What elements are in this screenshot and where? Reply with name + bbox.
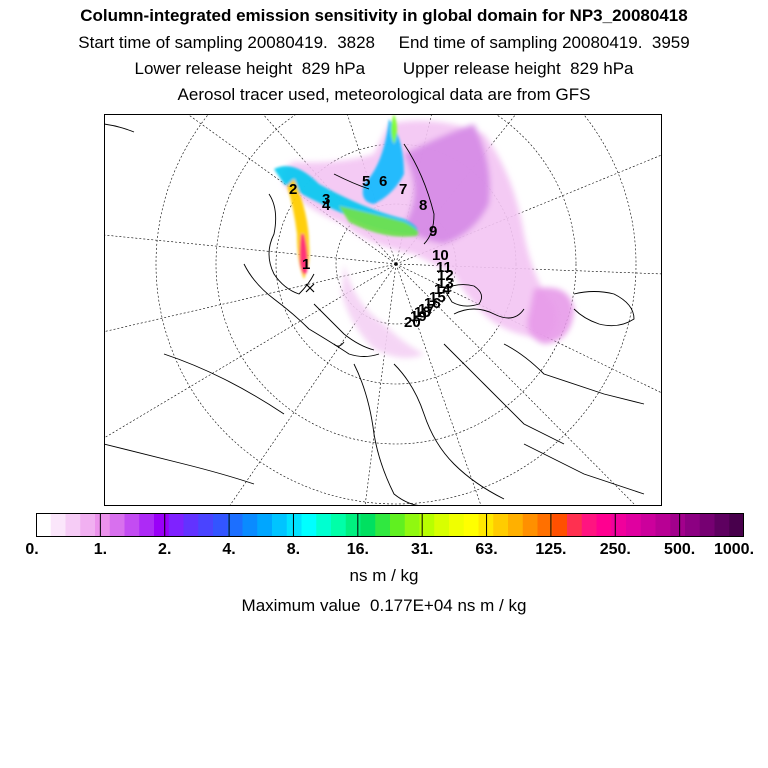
colorbar-cells [36, 513, 744, 537]
day-label: 13 [437, 275, 454, 292]
colorbar-cell [626, 513, 642, 537]
colorbar-cell [227, 513, 243, 537]
day-label: 15 [429, 289, 446, 306]
colorbar-cell [331, 513, 347, 537]
day-label: 8 [419, 197, 427, 214]
colorbar-cell [390, 513, 406, 537]
day-label: 3 [322, 191, 330, 208]
colorbar [36, 513, 744, 537]
day-label: 14 [434, 281, 451, 298]
colorbar-cell [611, 513, 627, 537]
day-label: 18 [414, 304, 431, 321]
colorbar-cell [714, 513, 730, 537]
release-height-line: Lower release height 829 hPa Upper relea… [134, 59, 634, 78]
colorbar-cell [154, 513, 170, 537]
colorbar-tick-label: 1000. [713, 541, 755, 558]
colorbar-cell [419, 513, 435, 537]
polar-map: 1 2 3 4 5 6 7 8 9 10 11 12 13 14 15 16 1… [104, 114, 662, 506]
colorbar-cell [95, 513, 111, 537]
colorbar-tick-label: 1. [93, 541, 108, 558]
day-label: 16 [424, 295, 441, 312]
colorbar-cell [449, 513, 465, 537]
day-labels: 1 2 3 4 5 6 7 8 9 10 11 12 13 14 15 16 1… [289, 173, 454, 331]
day-label: 20 [404, 314, 421, 331]
colorbar-frame [36, 513, 744, 537]
colorbar-cell [242, 513, 258, 537]
day-label: 9 [429, 223, 437, 240]
colorbar-cell [198, 513, 214, 537]
colorbar-tick-label: 0. [25, 541, 39, 558]
colorbar-cell [109, 513, 125, 537]
colorbar-tick-label: 2. [158, 541, 172, 558]
colorbar-units: ns m / kg [349, 566, 419, 585]
colorbar-cell [80, 513, 96, 537]
colorbar-cell [360, 513, 376, 537]
colorbar-cell [493, 513, 509, 537]
colorbar-cell [404, 513, 420, 537]
colorbar-cell [345, 513, 361, 537]
colorbar-dividers [99, 513, 681, 537]
day-label: 6 [379, 173, 387, 190]
colorbar-tick-label: 16. [346, 541, 369, 558]
colorbar-cell [434, 513, 450, 537]
colorbar-cell [50, 513, 66, 537]
day-label: 10 [432, 247, 449, 264]
colorbar-cell [213, 513, 229, 537]
colorbar-cell [65, 513, 81, 537]
day-label: 19 [410, 308, 427, 325]
colorbar-tick-label: 500. [664, 541, 696, 558]
colorbar-cell [581, 513, 597, 537]
day-label: 5 [362, 173, 370, 190]
colorbar-tick-label: 31. [411, 541, 434, 558]
colorbar-cell [670, 513, 686, 537]
plot-title: Column-integrated emission sensitivity i… [80, 6, 688, 25]
colorbar-cell [596, 513, 612, 537]
release-site-marker [305, 283, 315, 293]
colorbar-cell [168, 513, 184, 537]
plume-core [274, 114, 419, 279]
colorbar-cell [552, 513, 568, 537]
day-label: 4 [322, 197, 331, 214]
colorbar-cell [36, 513, 52, 537]
day-label: 7 [399, 181, 407, 198]
colorbar-cell [640, 513, 656, 537]
colorbar-cell [685, 513, 701, 537]
coastlines [104, 123, 645, 506]
colorbar-cell [286, 513, 302, 537]
colorbar-cell [257, 513, 273, 537]
day-label: 1 [302, 256, 310, 273]
colorbar-cell [699, 513, 715, 537]
colorbar-cell [655, 513, 671, 537]
colorbar-cell [522, 513, 538, 537]
sampling-time-line: Start time of sampling 20080419. 3828 En… [78, 33, 690, 52]
colorbar-cell [567, 513, 583, 537]
map-frame [104, 114, 662, 506]
maximum-value: Maximum value 0.177E+04 ns m / kg [241, 596, 527, 615]
tracer-info-line: Aerosol tracer used, meteorological data… [177, 85, 591, 104]
colorbar-cell [316, 513, 332, 537]
day-label: 17 [418, 301, 435, 318]
colorbar-cell [139, 513, 155, 537]
colorbar-tick-label: 125. [535, 541, 567, 558]
day-label: 12 [437, 267, 454, 284]
sensitivity-plume [282, 120, 574, 358]
colorbar-cell [508, 513, 524, 537]
colorbar-tick-label: 8. [286, 541, 301, 558]
colorbar-cell [463, 513, 479, 537]
colorbar-tick-label: 4. [222, 541, 236, 558]
colorbar-cell [272, 513, 288, 537]
colorbar-cell [729, 513, 744, 537]
colorbar-cell [183, 513, 199, 537]
colorbar-cell [375, 513, 391, 537]
day-label: 2 [289, 181, 297, 198]
day-label: 11 [436, 259, 452, 276]
colorbar-cell [124, 513, 140, 537]
colorbar-tick-label: 63. [475, 541, 498, 558]
colorbar-tick-label: 250. [599, 541, 631, 558]
colorbar-cell [301, 513, 317, 537]
colorbar-cell [537, 513, 553, 537]
